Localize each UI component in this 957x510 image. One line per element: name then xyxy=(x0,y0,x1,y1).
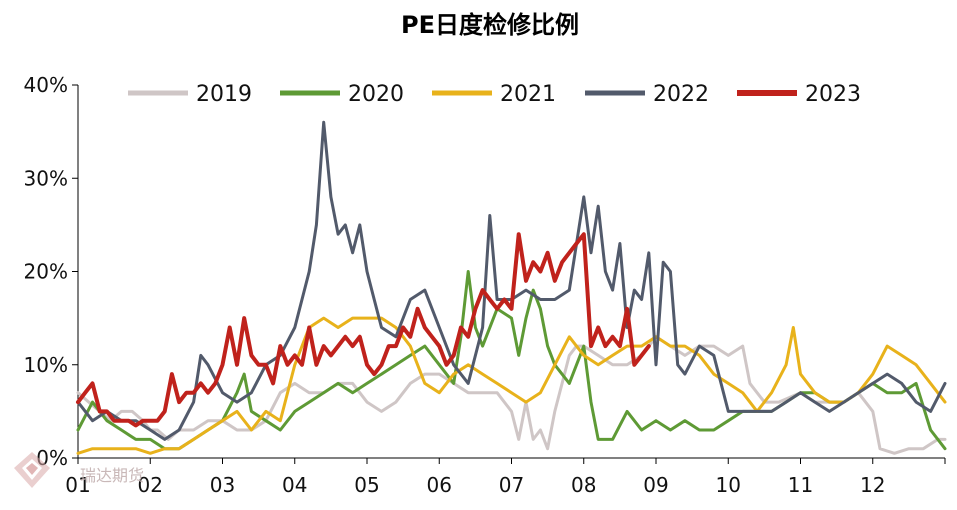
series-line-2019 xyxy=(76,335,947,455)
y-axis-ticks: 0%10%20%30%40% xyxy=(24,73,78,470)
legend-label-2021: 2021 xyxy=(500,82,556,107)
chart-title: PE日度检修比例 xyxy=(401,11,579,39)
legend-label-2023: 2023 xyxy=(805,82,861,107)
watermark-text: 瑞达期货 xyxy=(80,466,144,485)
y-tick-label: 30% xyxy=(24,166,68,190)
chart-axes: 0%10%20%30%40% 01 02 03 04 05 06 07 08 09 10 11 12 xyxy=(24,73,946,497)
x-tick-label: 07 xyxy=(499,473,524,497)
x-axis-ticks: 01 02 03 04 05 06 07 08 09 10 11 12 xyxy=(65,458,946,497)
x-tick-label: 08 xyxy=(571,473,596,497)
series-line-2023 xyxy=(76,232,651,428)
chart-series xyxy=(76,120,947,455)
x-tick-label: 06 xyxy=(427,473,452,497)
x-tick-label: 01 xyxy=(65,473,90,497)
y-tick-label: 20% xyxy=(24,260,68,284)
x-tick-label: 03 xyxy=(210,473,235,497)
chart-legend: 2019 2020 2021 2022 2023 xyxy=(128,82,861,107)
x-tick-label: 09 xyxy=(643,473,668,497)
x-tick-label: 05 xyxy=(354,473,379,497)
legend-label-2020: 2020 xyxy=(348,82,404,107)
legend-label-2019: 2019 xyxy=(196,82,252,107)
ruida-logo-icon xyxy=(14,452,50,488)
y-tick-label: 10% xyxy=(24,353,68,377)
legend-label-2022: 2022 xyxy=(653,82,709,107)
ruida-futures-watermark: 瑞达期货 xyxy=(14,452,144,488)
x-tick-label: 04 xyxy=(282,473,307,497)
series-line-2021 xyxy=(76,316,947,455)
x-tick-label: 10 xyxy=(716,473,741,497)
x-tick-label: 11 xyxy=(788,473,813,497)
y-tick-label: 40% xyxy=(24,73,68,97)
x-tick-label: 02 xyxy=(138,473,163,497)
x-tick-label: 12 xyxy=(860,473,885,497)
